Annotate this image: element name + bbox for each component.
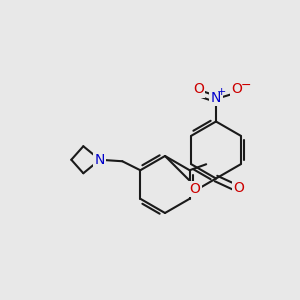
- Text: O: O: [234, 181, 244, 194]
- Text: +: +: [217, 87, 226, 98]
- Text: N: N: [94, 153, 105, 167]
- Text: N: N: [211, 91, 221, 104]
- Text: O: O: [193, 82, 204, 96]
- Text: O: O: [190, 182, 200, 196]
- Text: O: O: [232, 82, 242, 96]
- Text: −: −: [241, 79, 251, 92]
